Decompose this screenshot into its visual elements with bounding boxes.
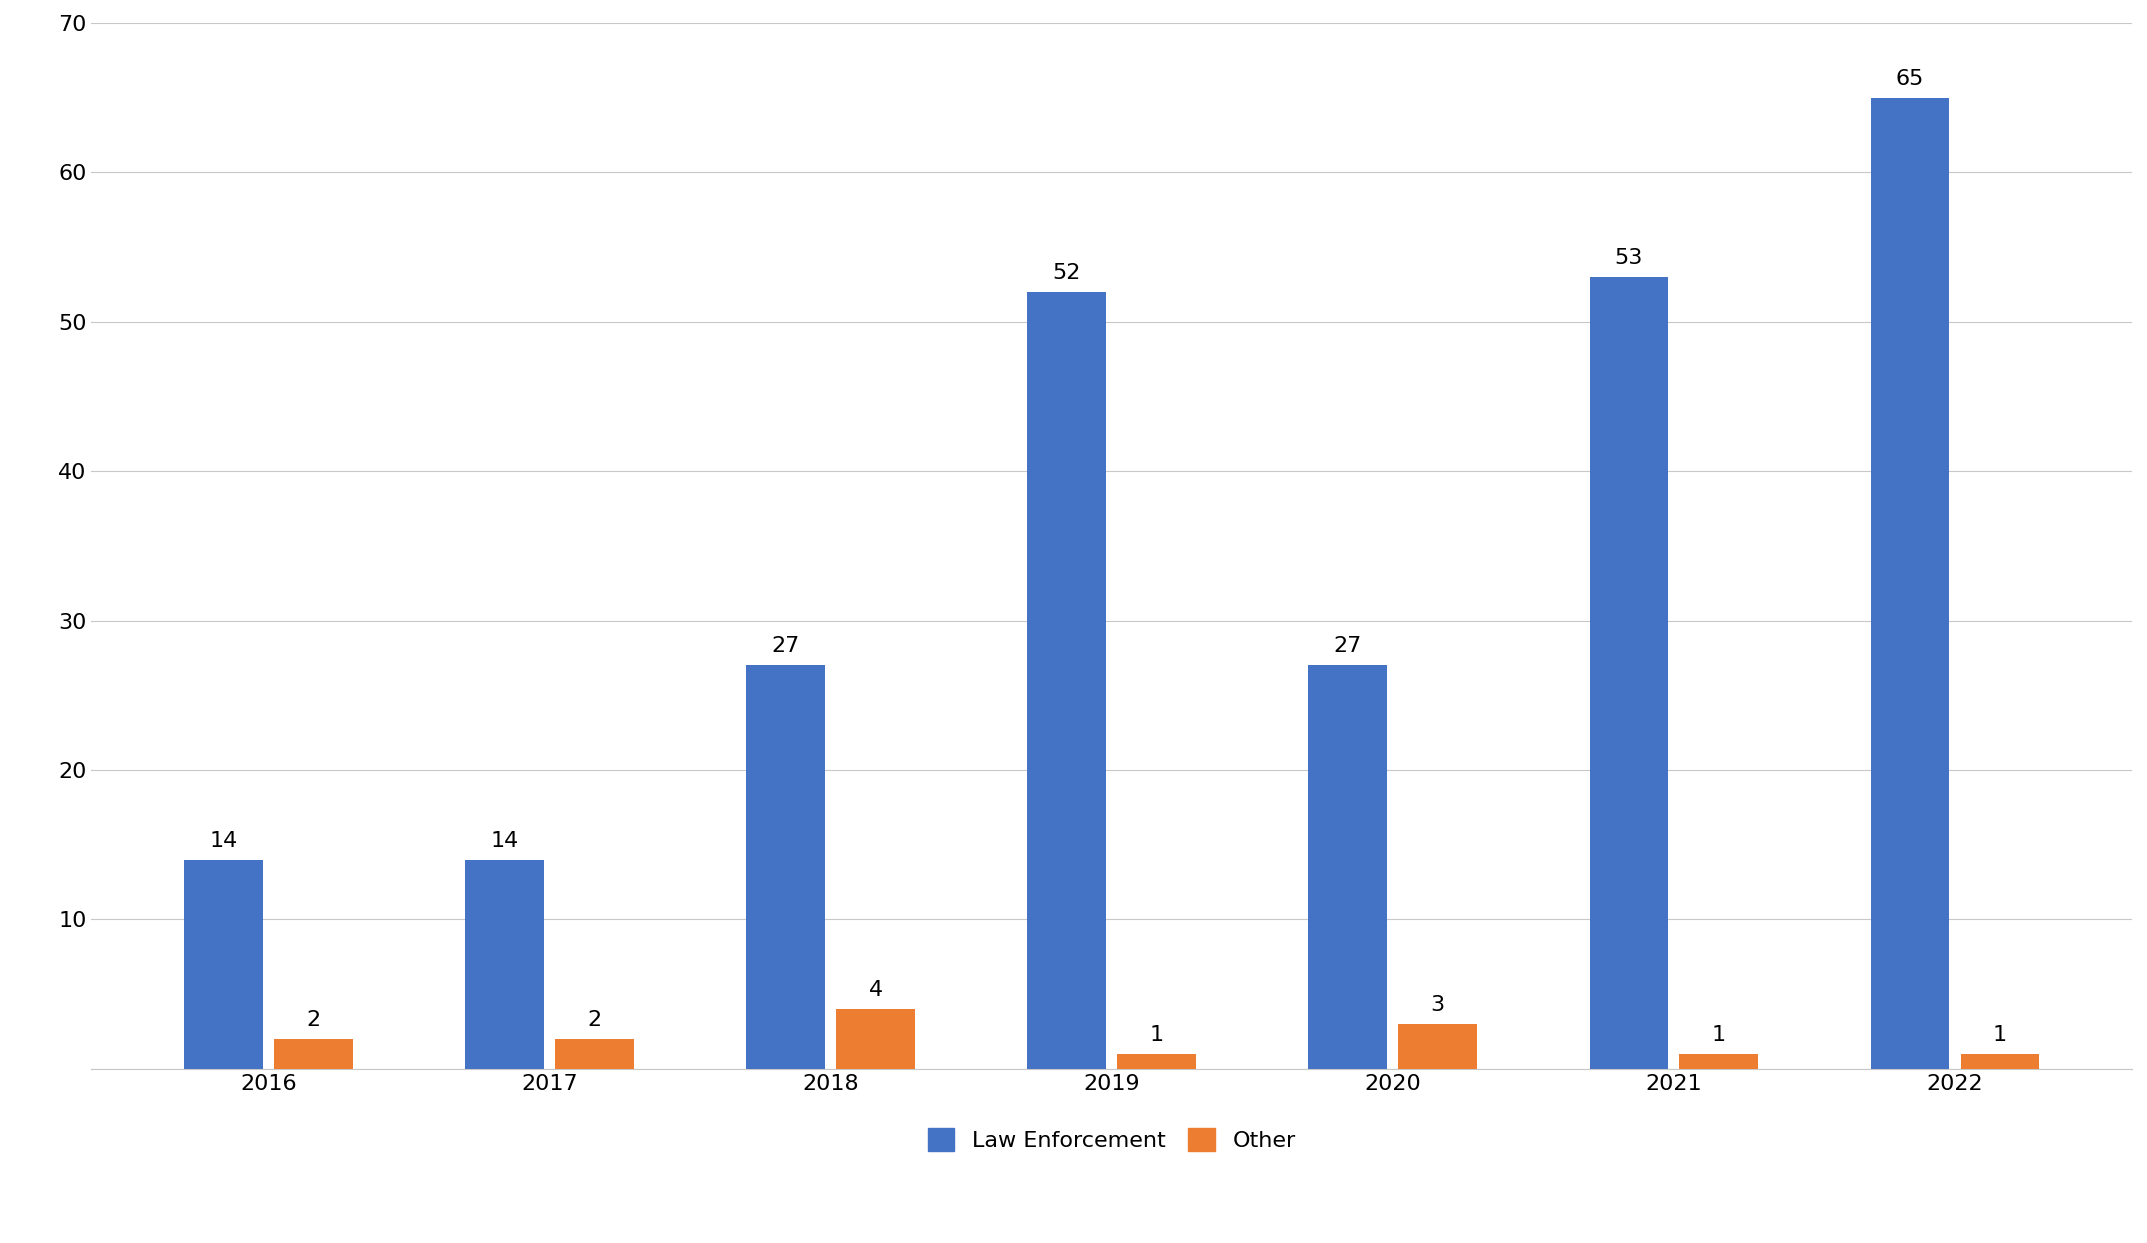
Text: 3: 3 [1430, 996, 1445, 1016]
Text: 53: 53 [1615, 249, 1642, 268]
Bar [1116, 1054, 1196, 1069]
Text: 1: 1 [1992, 1025, 2007, 1045]
Bar [747, 665, 824, 1069]
Bar [466, 860, 543, 1069]
Text: 2: 2 [588, 1011, 601, 1030]
Legend: Law Enforcement, Other: Law Enforcement, Other [917, 1117, 1308, 1162]
Text: 4: 4 [870, 979, 882, 1001]
Bar [556, 1039, 633, 1069]
Bar [1960, 1054, 2040, 1069]
Text: 1: 1 [1149, 1025, 1164, 1045]
Bar [275, 1039, 352, 1069]
Bar [1026, 292, 1106, 1069]
Bar [1589, 277, 1668, 1069]
Text: 52: 52 [1052, 264, 1080, 283]
Text: 1: 1 [1711, 1025, 1726, 1045]
Text: 65: 65 [1896, 68, 1924, 88]
Bar [1870, 98, 1949, 1069]
Bar [835, 1009, 915, 1069]
Bar [1308, 665, 1387, 1069]
Text: 14: 14 [208, 830, 238, 850]
Text: 27: 27 [1333, 636, 1361, 656]
Text: 2: 2 [307, 1011, 320, 1030]
Bar [1398, 1024, 1477, 1069]
Bar [185, 860, 262, 1069]
Bar [1679, 1054, 1758, 1069]
Text: 14: 14 [490, 830, 520, 850]
Text: 27: 27 [771, 636, 799, 656]
